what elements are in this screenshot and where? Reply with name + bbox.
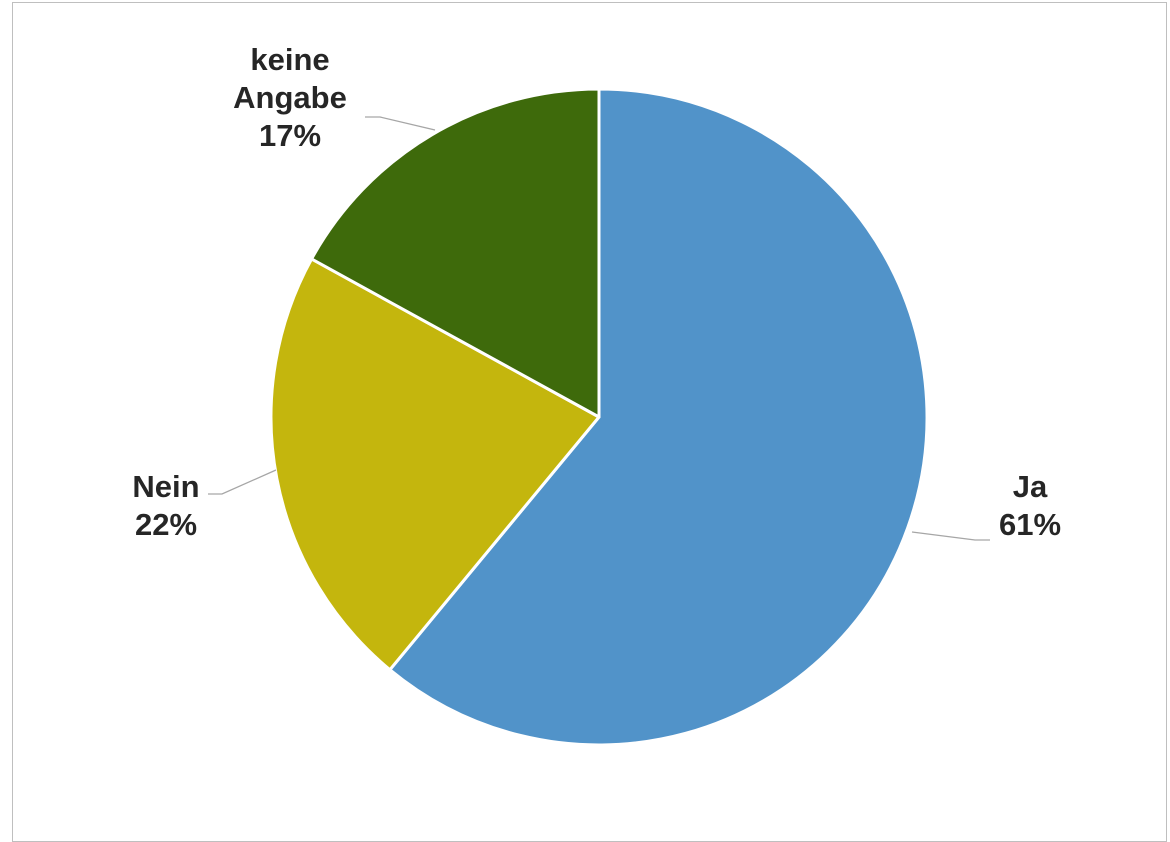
leader-line [208,469,277,495]
slice-category-text: Nein [132,469,199,504]
pie-slice-nein [269,257,601,672]
slice-label: Nein 22% [132,469,199,542]
pie-slice-keine-angabe [310,87,601,419]
slice-percent-text: 22% [135,507,197,542]
leader-line [911,531,990,541]
slice-percent-text: 61% [999,507,1061,542]
pie-chart: Ja 61% Nein 22% keine Angabe 17% [132,42,1061,747]
slice-labels: Ja 61% Nein 22% keine Angabe 17% [132,42,1061,542]
leader-lines [208,116,990,541]
pie-slices [269,87,929,747]
pie-slice-ja [388,87,929,747]
leader-line [365,116,436,131]
slice-category-text: Angabe [233,80,347,115]
slice-percent-text: 17% [259,118,321,153]
slice-category-text: keine [250,42,329,77]
slice-label: keine Angabe 17% [233,42,347,153]
slice-category-text: Ja [1013,469,1048,504]
slice-label: Ja 61% [999,469,1061,542]
